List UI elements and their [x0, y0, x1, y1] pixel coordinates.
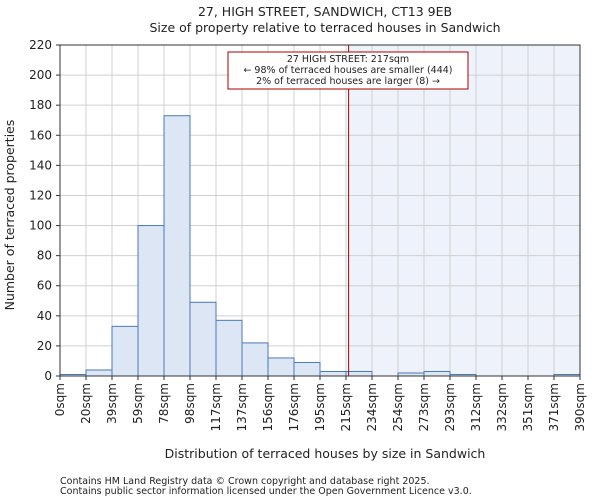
x-tick-label: 98sqm [183, 383, 197, 424]
bar [85, 369, 113, 377]
y-tick-label: 80 [37, 249, 52, 263]
bar [189, 301, 217, 377]
x-tick-label: 273sqm [417, 383, 431, 431]
y-tick-label: 160 [29, 128, 52, 142]
y-tick-label: 0 [44, 369, 52, 383]
x-tick-label: 39sqm [105, 383, 119, 424]
y-tick-label: 220 [29, 38, 52, 52]
chart-subtitle: Size of property relative to terraced ho… [149, 20, 500, 35]
bar [163, 115, 191, 377]
x-tick-label: 312sqm [469, 383, 483, 431]
annotation-box: 27 HIGH STREET: 217sqm ← 98% of terraced… [227, 51, 469, 90]
y-tick-label: 140 [29, 158, 52, 172]
x-tick-label: 78sqm [157, 383, 171, 424]
y-tick-label: 100 [29, 219, 52, 233]
x-tick-label: 254sqm [391, 383, 405, 431]
y-tick-label: 180 [29, 98, 52, 112]
x-tick-label: 195sqm [313, 383, 327, 431]
x-tick-label: 137sqm [235, 383, 249, 431]
highlight-region [348, 45, 580, 376]
annotation-line-2: ← 98% of terraced houses are smaller (44… [243, 65, 452, 76]
x-tick-label: 0sqm [53, 383, 67, 416]
chart-title: 27, HIGH STREET, SANDWICH, CT13 9EB [198, 4, 452, 19]
footer-line-1: Contains HM Land Registry data © Crown c… [60, 476, 430, 487]
y-tick-label: 120 [29, 188, 52, 202]
y-axis-ticks: 0 20 40 60 80 100 120 140 160 180 200 220 [29, 38, 60, 383]
x-tick-label: 351sqm [521, 383, 535, 431]
x-tick-label: 215sqm [339, 383, 353, 431]
y-tick-label: 200 [29, 68, 52, 82]
x-tick-label: 371sqm [547, 383, 561, 431]
y-tick-label: 20 [37, 339, 52, 353]
bar [267, 357, 295, 377]
y-tick-label: 60 [37, 279, 52, 293]
x-tick-label: 332sqm [495, 383, 509, 431]
x-tick-label: 117sqm [209, 383, 223, 431]
y-tick-label: 40 [37, 309, 52, 323]
y-axis-label: Number of terraced properties [2, 120, 17, 311]
bar [345, 370, 373, 377]
x-axis-ticks: 0sqm 20sqm 39sqm 59sqm 78sqm 98sqm 117sqm 137sq… [53, 376, 587, 431]
bar [241, 342, 269, 377]
bar [319, 370, 347, 377]
bar [111, 325, 139, 377]
bar [215, 319, 243, 377]
x-tick-label: 156sqm [261, 383, 275, 431]
x-tick-label: 293sqm [443, 383, 457, 431]
x-axis-label: Distribution of terraced houses by size … [165, 446, 486, 461]
annotation-line-1: 27 HIGH STREET: 217sqm [287, 54, 409, 65]
annotation-line-3: 2% of terraced houses are larger (8) → [256, 76, 440, 87]
bar [423, 370, 451, 377]
bar [137, 225, 165, 377]
x-tick-label: 20sqm [79, 383, 93, 424]
x-tick-label: 390sqm [573, 383, 587, 431]
footer-line-2: Contains public sector information licen… [60, 486, 472, 497]
x-tick-label: 176sqm [287, 383, 301, 431]
x-tick-label: 234sqm [365, 383, 379, 431]
bar [293, 361, 321, 377]
bars [59, 115, 581, 377]
x-tick-label: 59sqm [131, 383, 145, 424]
